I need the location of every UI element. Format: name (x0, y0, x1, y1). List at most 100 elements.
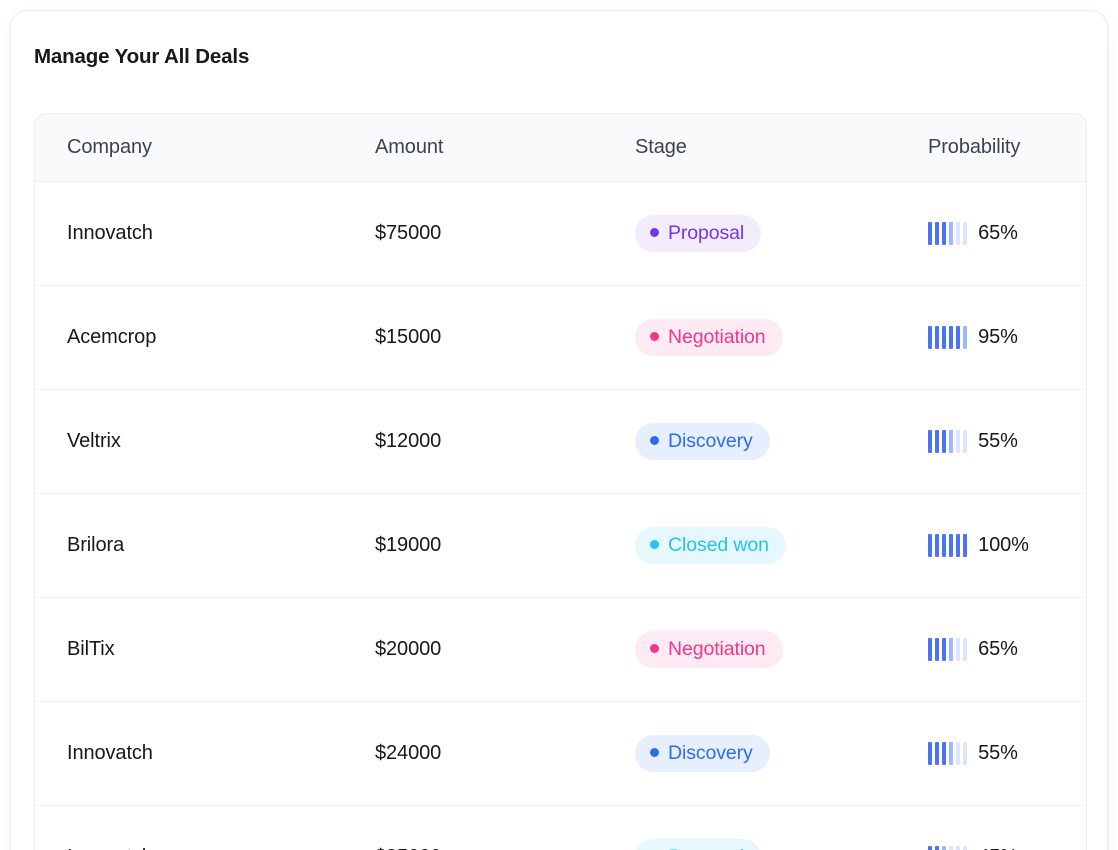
column-header-probability[interactable]: Probability (901, 114, 1086, 182)
probability-meter-icon (928, 846, 968, 850)
meter-bar (949, 430, 953, 453)
meter-bar (956, 534, 960, 557)
cell-stage: Proposal (604, 805, 901, 850)
meter-bar (942, 222, 946, 245)
meter-bar (963, 846, 968, 850)
column-header-company[interactable]: Company (35, 114, 343, 182)
cell-amount: $35000 (343, 805, 604, 850)
cell-stage: Discovery (604, 389, 901, 494)
meter-bar (956, 638, 960, 661)
meter-bar (942, 534, 946, 557)
probability-value: 55% (978, 742, 1018, 764)
probability-value: 65% (978, 222, 1018, 244)
table-row[interactable]: Brilora $19000 Closed won 100% (35, 493, 1086, 598)
meter-bar (949, 326, 953, 349)
deals-card: Manage Your All Deals Company Amount Sta… (10, 10, 1108, 850)
cell-stage: Negotiation (604, 285, 901, 390)
status-badge-label: Negotiation (668, 637, 766, 660)
status-badge-label: Proposal (668, 846, 744, 850)
meter-bar (956, 222, 960, 245)
table-row[interactable]: BilTix $20000 Negotiation 65% (35, 597, 1086, 702)
meter-bar (935, 742, 939, 765)
cell-probability: 65% (901, 181, 1086, 286)
meter-bar (935, 638, 939, 661)
probability-value: 95% (978, 326, 1018, 348)
table-row[interactable]: Innovatch$35000 Proposal 45% (35, 805, 1086, 850)
probability-meter-icon (928, 742, 968, 765)
cell-company: Innovatch (35, 701, 343, 806)
cell-probability: 100% (901, 493, 1086, 598)
status-badge-label: Closed won (668, 533, 769, 556)
meter-bar (956, 846, 960, 850)
meter-bar (942, 846, 946, 850)
status-dot-icon (650, 332, 659, 342)
cell-company: BilTix (35, 597, 343, 702)
probability-indicator: 65% (928, 638, 1086, 661)
status-badge[interactable]: Discovery (635, 734, 770, 773)
column-header-amount[interactable]: Amount (343, 114, 604, 182)
table-header: Company Amount Stage Probability (35, 114, 1086, 182)
status-badge[interactable]: Negotiation (635, 630, 783, 669)
probability-meter-icon (928, 430, 968, 453)
table-row[interactable]: Innovatch $75000 Proposal 65% (35, 181, 1086, 286)
status-badge[interactable]: Negotiation (635, 318, 783, 357)
meter-bar (949, 222, 953, 245)
status-badge-label: Proposal (668, 221, 745, 244)
meter-bar (928, 742, 932, 765)
status-dot-icon (650, 540, 659, 550)
meter-bar (963, 222, 968, 245)
status-badge[interactable]: Proposal (635, 214, 762, 253)
status-badge[interactable]: Discovery (635, 422, 770, 461)
cell-probability: 65% (901, 597, 1086, 702)
meter-bar (942, 638, 946, 661)
table-row[interactable]: Innovatch $24000 Discovery 55% (35, 701, 1086, 806)
cell-stage: Closed won (604, 493, 901, 598)
meter-bar (935, 534, 939, 557)
meter-bar (935, 326, 939, 349)
meter-bar (949, 742, 953, 765)
cell-amount: $19000 (343, 493, 604, 598)
cell-amount: $20000 (343, 597, 604, 702)
meter-bar (928, 430, 932, 453)
cell-company: Veltrix (35, 389, 343, 494)
table-row[interactable]: Acemcrop $15000 Negotiation 95% (35, 285, 1086, 390)
status-badge[interactable]: Closed won (635, 526, 786, 565)
table-body: Innovatch $75000 Proposal 65% Acemcrop $15000… (35, 181, 1086, 850)
column-header-stage[interactable]: Stage (604, 114, 901, 182)
probability-meter-icon (928, 222, 968, 245)
meter-bar (942, 742, 946, 765)
meter-bar (928, 846, 932, 850)
meter-bar (928, 638, 932, 661)
meter-bar (942, 430, 946, 453)
cell-company: Acemcrop (35, 285, 343, 390)
meter-bar (935, 222, 939, 245)
status-dot-icon (650, 748, 659, 758)
meter-bar (963, 638, 968, 661)
status-badge-label: Discovery (668, 429, 753, 452)
meter-bar (935, 846, 939, 850)
meter-bar (956, 430, 960, 453)
table-row[interactable]: Veltrix $12000 Discovery 55% (35, 389, 1086, 494)
status-badge-label: Discovery (668, 741, 753, 764)
probability-indicator: 95% (928, 326, 1086, 349)
cell-amount: $24000 (343, 701, 604, 806)
cell-probability: 95% (901, 285, 1086, 390)
probability-meter-icon (928, 638, 968, 661)
status-dot-icon (650, 228, 659, 238)
meter-bar (928, 534, 932, 557)
cell-probability: 55% (901, 701, 1086, 806)
meter-bar (949, 846, 953, 850)
status-badge[interactable]: Proposal (635, 838, 762, 850)
meter-bar (949, 534, 953, 557)
probability-value: 65% (978, 638, 1018, 660)
probability-indicator: 65% (928, 222, 1086, 245)
cell-company: Brilora (35, 493, 343, 598)
deals-table-container: Company Amount Stage Probability Innovat… (34, 113, 1087, 850)
probability-indicator: 45% (928, 846, 1086, 850)
meter-bar (928, 222, 932, 245)
probability-indicator: 100% (928, 534, 1086, 557)
probability-indicator: 55% (928, 742, 1086, 765)
meter-bar (949, 638, 953, 661)
status-dot-icon (650, 644, 659, 654)
